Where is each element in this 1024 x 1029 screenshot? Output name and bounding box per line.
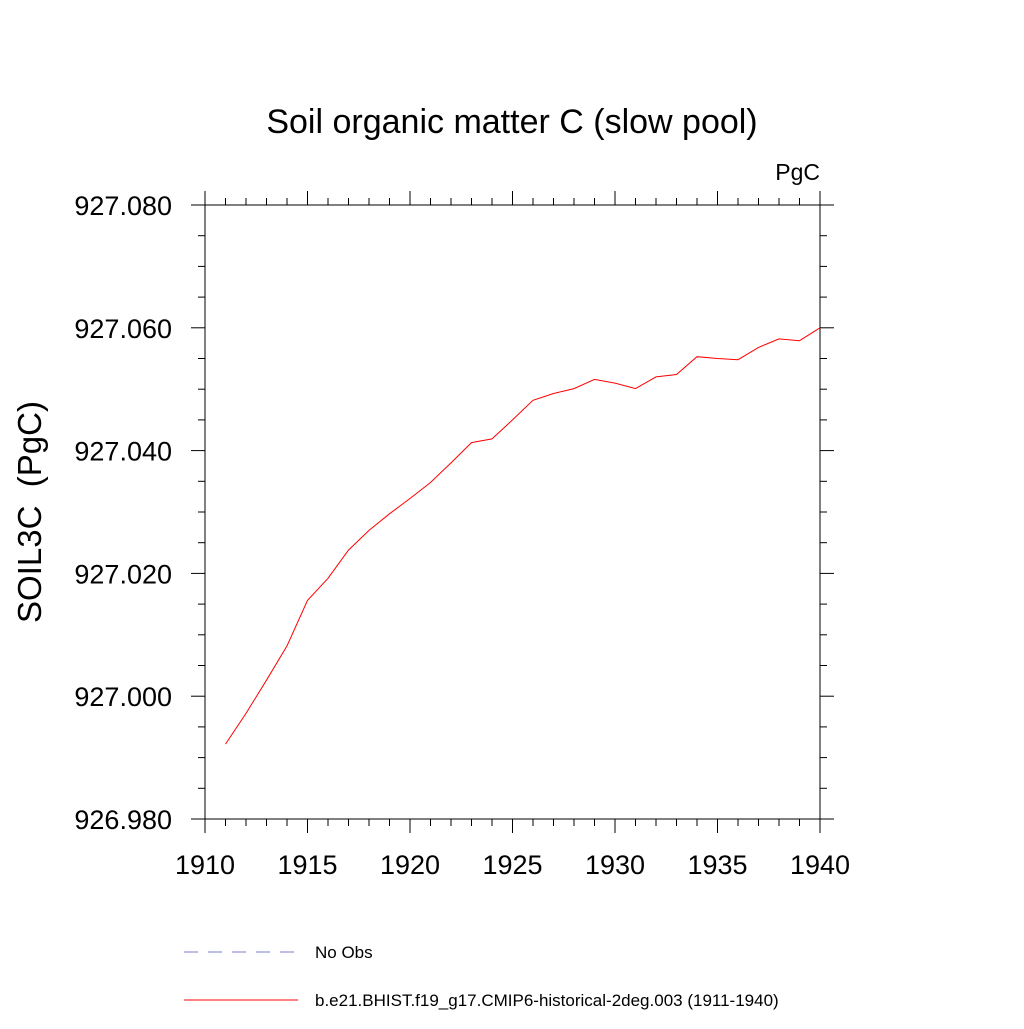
data-point <box>573 387 576 390</box>
x-tick-label: 1915 <box>277 850 337 880</box>
data-point <box>675 373 678 376</box>
data-point <box>347 549 350 552</box>
y-tick-label: 927.020 <box>74 559 172 589</box>
data-point <box>696 355 699 358</box>
data-point <box>757 346 760 349</box>
y-tick-label: 927.000 <box>74 682 172 712</box>
data-point <box>593 378 596 381</box>
data-point <box>532 399 535 402</box>
data-point <box>798 339 801 342</box>
legend-label: b.e21.BHIST.f19_g17.CMIP6-historical-2de… <box>315 991 779 1010</box>
series-line <box>225 327 821 745</box>
y-tick-label: 927.040 <box>74 437 172 467</box>
data-point <box>614 382 617 385</box>
data-point <box>470 441 473 444</box>
chart-title: Soil organic matter C (slow pool) <box>266 103 757 141</box>
x-tick-label: 1925 <box>482 850 542 880</box>
data-point <box>491 437 494 440</box>
plot-area: 1910 1915 1920 1925 1930 1935 1940 926.980 927.0… <box>74 191 850 880</box>
y-axis-label: SOIL3C (PgC) <box>11 401 48 623</box>
x-tick-label: 1920 <box>380 850 440 880</box>
x-tick-label: 1930 <box>585 850 645 880</box>
data-point <box>327 577 330 580</box>
legend-label: No Obs <box>315 943 373 962</box>
data-point <box>306 599 309 602</box>
data-point <box>286 644 289 647</box>
y-tick-label: 927.060 <box>74 314 172 344</box>
y-tick-label: 927.080 <box>74 191 172 221</box>
data-point <box>634 387 637 390</box>
data-point <box>245 712 248 715</box>
data-point <box>819 326 822 329</box>
x-tick-label: 1940 <box>790 850 850 880</box>
y-tick-label: 926.980 <box>74 805 172 835</box>
data-point <box>429 481 432 484</box>
data-point <box>450 461 453 464</box>
units-label: PgC <box>775 159 820 185</box>
data-point <box>265 679 268 682</box>
data-point <box>778 337 781 340</box>
data-point <box>409 497 412 500</box>
data-point <box>737 358 740 361</box>
data-point <box>224 743 227 746</box>
x-tick-label: 1935 <box>687 850 747 880</box>
data-point <box>655 375 658 378</box>
data-point <box>388 512 391 515</box>
x-tick-label: 1910 <box>175 850 235 880</box>
data-point <box>552 392 555 395</box>
plot-frame <box>204 204 821 820</box>
legend: No Obs b.e21.BHIST.f19_g17.CMIP6-historic… <box>184 943 779 1010</box>
data-point <box>511 418 514 421</box>
data-point <box>716 357 719 360</box>
data-point <box>368 529 371 532</box>
